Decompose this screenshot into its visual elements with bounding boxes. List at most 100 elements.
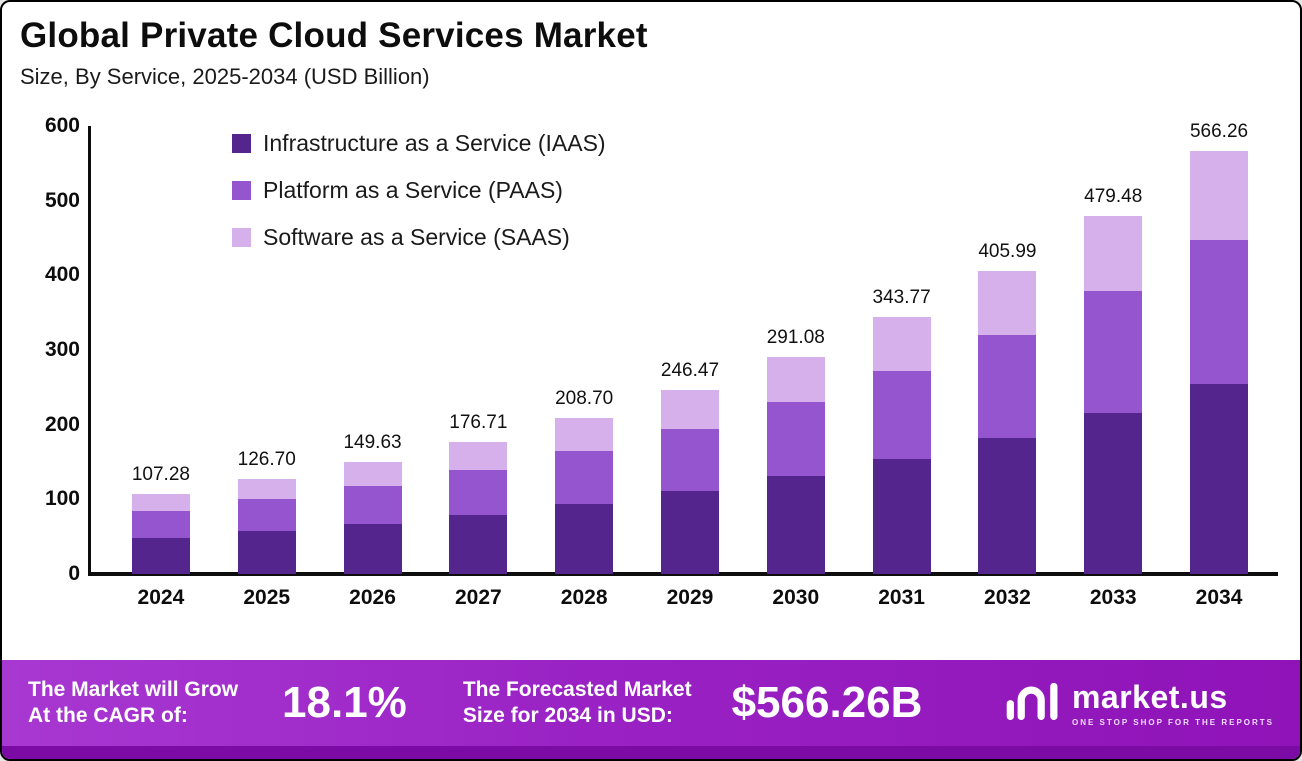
chart-legend: Infrastructure as a Service (IAAS) Platf… — [232, 130, 606, 251]
bar-segment — [978, 437, 1037, 574]
bar-value-label: 126.70 — [237, 449, 296, 471]
bar-stack — [449, 442, 508, 574]
bar-segment — [131, 537, 190, 574]
chart-area: 0 100 200 300 400 500 600 107.28 126.70 149.63 17… — [45, 114, 1278, 585]
bar-2025: 126.70 — [238, 449, 296, 574]
bar-series-group: 107.28 126.70 149.63 176.71 208.70 246.47 291.… — [108, 121, 1272, 574]
bar-segment — [872, 317, 931, 372]
page-title: Global Private Cloud Services Market — [20, 16, 648, 55]
x-axis-label: 2031 — [878, 586, 925, 609]
x-axis-label: 2032 — [984, 586, 1031, 609]
bar-stack — [660, 389, 719, 574]
bar-2031: 343.77 — [873, 287, 931, 574]
bar-value-label: 343.77 — [872, 287, 931, 309]
y-tick-label: 200 — [44, 412, 80, 436]
bar-stack — [237, 479, 296, 574]
bar-value-label: 176.71 — [449, 412, 508, 434]
bar-segment — [555, 450, 614, 504]
bar-stack — [555, 418, 614, 574]
bar-value-label: 107.28 — [131, 463, 190, 485]
bar-segment — [1084, 412, 1143, 574]
bar-segment — [237, 531, 296, 574]
bar-stack — [1190, 151, 1249, 574]
bar-value-label: 208.70 — [555, 388, 614, 410]
x-axis-label: 2029 — [666, 586, 714, 609]
legend-item-iaas: Infrastructure as a Service (IAAS) — [232, 130, 606, 157]
legend-swatch-paas-icon — [232, 181, 251, 200]
bar-segment — [766, 476, 825, 574]
x-axis-label: 2028 — [560, 586, 608, 609]
legend-item-paas: Platform as a Service (PAAS) — [232, 177, 606, 204]
bar-stack — [1084, 216, 1143, 574]
bar-segment — [131, 510, 190, 538]
cagr-label: The Market will Grow At the CAGR of: — [28, 677, 239, 727]
bar-segment — [660, 389, 719, 429]
bar-2032: 405.99 — [978, 241, 1036, 574]
header: Global Private Cloud Services Market Siz… — [2, 2, 1300, 90]
bar-segment — [872, 458, 931, 574]
bar-2030: 291.08 — [767, 327, 825, 574]
bar-2033: 479.48 — [1084, 186, 1142, 574]
bar-value-label: 246.47 — [660, 359, 720, 381]
bar-segment — [1084, 216, 1143, 292]
bar-2024: 107.28 — [132, 464, 190, 574]
x-axis-label: 2030 — [772, 586, 820, 609]
x-axis-label: 2027 — [454, 586, 502, 609]
bar-value-label: 566.26 — [1189, 121, 1249, 143]
bar-value-label: 149.63 — [343, 432, 402, 454]
x-axis-labels: 2024 2025 2026 2027 2028 2029 2030 2031 2032 2033… — [108, 586, 1272, 610]
bar-2029: 246.47 — [661, 360, 719, 574]
bar-stack — [978, 270, 1037, 574]
legend-label-iaas: Infrastructure as a Service (IAAS) — [263, 130, 606, 156]
bar-2026: 149.63 — [343, 432, 402, 574]
legend-swatch-saas-icon — [232, 228, 251, 247]
bar-segment — [660, 491, 719, 574]
legend-label-paas: Platform as a Service (PAAS) — [263, 177, 563, 203]
forecast-label: The Forecasted Market Size for 2034 in U… — [462, 677, 692, 727]
legend-item-saas: Software as a Service (SAAS) — [232, 224, 606, 251]
bar-segment — [978, 334, 1037, 438]
x-axis-label: 2034 — [1195, 586, 1243, 609]
bar-segment — [660, 428, 719, 492]
bar-stack — [343, 462, 402, 574]
bar-segment — [343, 523, 402, 574]
y-tick-label: 600 — [44, 114, 80, 137]
y-tick-label: 500 — [44, 188, 80, 212]
y-tick-label: 300 — [44, 338, 80, 361]
bar-segment — [1190, 151, 1249, 241]
bar-segment — [1190, 240, 1249, 384]
footer: The Market will Grow At the CAGR of: 18.… — [2, 660, 1300, 759]
x-axis-label: 2033 — [1089, 586, 1137, 609]
bar-segment — [766, 402, 825, 477]
y-axis-line — [88, 126, 91, 576]
bar-segment — [1084, 291, 1143, 413]
bar-segment — [978, 270, 1037, 335]
legend-label-saas: Software as a Service (SAAS) — [263, 224, 570, 250]
y-tick-label: 400 — [44, 263, 80, 287]
bar-segment — [237, 479, 296, 500]
bar-stack — [131, 493, 190, 574]
bar-segment — [131, 493, 190, 511]
bar-segment — [343, 485, 402, 524]
y-tick-label: 100 — [44, 487, 80, 511]
plot-region: 0 100 200 300 400 500 600 107.28 126.70 149.63 17… — [45, 114, 1278, 585]
bar-segment — [343, 462, 402, 486]
x-axis-label: 2026 — [349, 586, 396, 609]
forecast-value: $566.26B — [731, 678, 923, 727]
bar-value-label: 479.48 — [1084, 186, 1143, 208]
bar-segment — [1190, 383, 1249, 574]
market-us-logo-icon — [1004, 679, 1062, 728]
bar-value-label: 291.08 — [766, 326, 825, 348]
bar-segment — [555, 418, 614, 451]
legend-swatch-iaas-icon — [232, 134, 251, 153]
bar-stack — [872, 317, 931, 574]
bar-value-label: 405.99 — [978, 240, 1037, 262]
bar-stack — [766, 356, 825, 574]
bar-2028: 208.70 — [555, 388, 613, 574]
bar-segment — [237, 499, 296, 532]
bar-segment — [449, 469, 508, 515]
bar-segment — [872, 371, 931, 459]
brand-block: market.us ONE STOP SHOP FOR THE REPORTS — [1004, 679, 1274, 728]
brand-tagline: ONE STOP SHOP FOR THE REPORTS — [1071, 718, 1274, 727]
